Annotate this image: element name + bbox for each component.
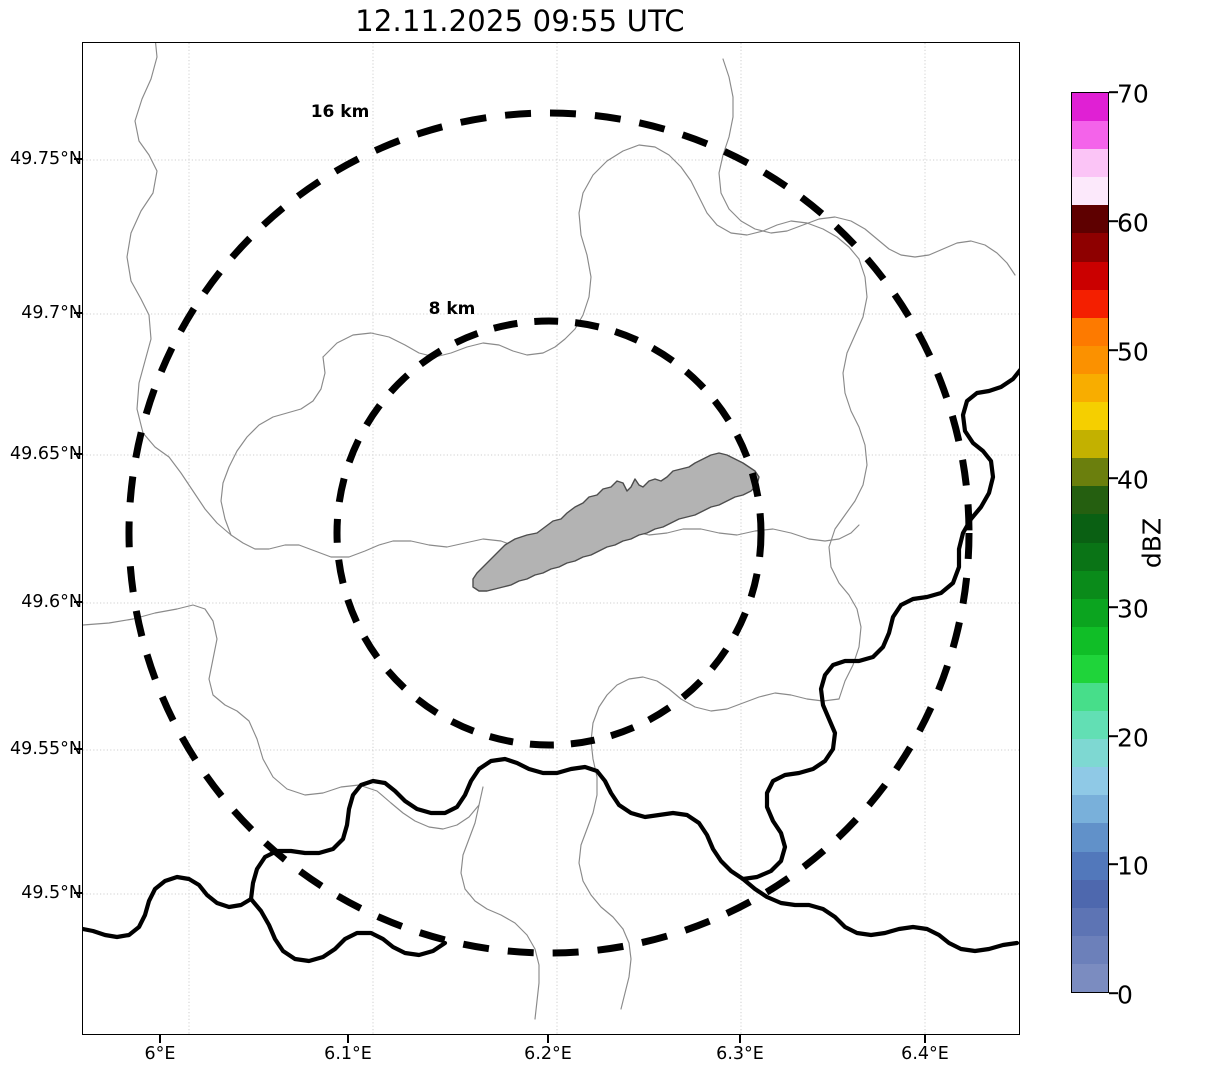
colorbar-band bbox=[1072, 795, 1108, 824]
colorbar-band bbox=[1072, 711, 1108, 740]
y-tick-label-3: 49.6°N bbox=[21, 592, 82, 612]
colorbar-label-60: 60 bbox=[1117, 208, 1149, 238]
x-tick-label-1: 6.1°E bbox=[324, 1044, 372, 1064]
colorbar-band bbox=[1072, 907, 1108, 936]
x-tick-mark-0 bbox=[159, 1035, 161, 1043]
colorbar-band bbox=[1072, 598, 1108, 627]
colorbar-band bbox=[1072, 823, 1108, 852]
x-tick-label-3: 6.3°E bbox=[716, 1044, 764, 1064]
colorbar-band bbox=[1072, 570, 1108, 599]
colorbar-band bbox=[1072, 739, 1108, 768]
colorbar-band bbox=[1072, 149, 1108, 178]
y-tick-label-5: 49.5°N bbox=[21, 883, 82, 903]
colorbar-band bbox=[1072, 373, 1108, 403]
x-tick-mark-3 bbox=[739, 1035, 741, 1043]
colorbar-label-70: 70 bbox=[1117, 79, 1149, 109]
country-border bbox=[83, 368, 1019, 964]
colorbar-label-40: 40 bbox=[1117, 465, 1149, 495]
colorbar-band bbox=[1072, 121, 1108, 150]
colorbar-tick-20 bbox=[1109, 735, 1118, 737]
colorbar-band bbox=[1072, 233, 1108, 262]
colorbar-tick-60 bbox=[1109, 220, 1118, 222]
colorbar-band bbox=[1072, 458, 1108, 487]
x-tick-label-2: 6.2°E bbox=[524, 1044, 572, 1064]
y-tick-label-2: 49.65°N bbox=[10, 444, 82, 464]
colorbar-label-0: 0 bbox=[1117, 980, 1133, 1010]
colorbar-band bbox=[1072, 963, 1108, 992]
figure-title: 12.11.2025 09:55 UTC bbox=[355, 4, 685, 38]
y-tick-label-4: 49.55°N bbox=[10, 739, 82, 759]
map-axes[interactable]: 16 km 8 km bbox=[82, 42, 1020, 1035]
colorbar-band bbox=[1072, 654, 1108, 683]
colorbar-label-50: 50 bbox=[1117, 337, 1149, 367]
range-ring-label-8km: 8 km bbox=[428, 299, 476, 319]
colorbar-band bbox=[1072, 205, 1108, 234]
colorbar-tick-50 bbox=[1109, 349, 1118, 351]
x-tick-mark-2 bbox=[547, 1035, 549, 1043]
colorbar-band bbox=[1072, 542, 1108, 571]
colorbar-band bbox=[1072, 767, 1108, 796]
y-tick-label-0: 49.75°N bbox=[10, 149, 82, 169]
colorbar-title: dBZ bbox=[1137, 517, 1167, 569]
colorbar-band bbox=[1072, 289, 1108, 318]
colorbar-tick-30 bbox=[1109, 606, 1118, 608]
colorbar-band bbox=[1072, 514, 1108, 543]
x-tick-label-4: 6.4°E bbox=[901, 1044, 949, 1064]
admin-boundaries bbox=[83, 43, 1016, 1020]
colorbar-label-10: 10 bbox=[1117, 851, 1149, 881]
colorbar-band bbox=[1072, 93, 1108, 122]
colorbar-band bbox=[1072, 261, 1108, 290]
colorbar-tick-70 bbox=[1109, 91, 1118, 93]
colorbar-band bbox=[1072, 682, 1108, 712]
y-tick-mark-1 bbox=[74, 312, 82, 314]
x-tick-mark-4 bbox=[924, 1035, 926, 1043]
colorbar-tick-0 bbox=[1109, 992, 1118, 994]
y-tick-mark-4 bbox=[74, 748, 82, 750]
colorbar-band bbox=[1072, 935, 1108, 964]
colorbar-band bbox=[1072, 486, 1108, 515]
colorbar-band bbox=[1072, 430, 1108, 459]
x-tick-mark-1 bbox=[347, 1035, 349, 1043]
x-tick-label-0: 6°E bbox=[144, 1044, 176, 1064]
colorbar-band bbox=[1072, 626, 1108, 655]
colorbar-label-20: 20 bbox=[1117, 723, 1149, 753]
y-tick-mark-2 bbox=[74, 453, 82, 455]
colorbar-tick-10 bbox=[1109, 863, 1118, 865]
colorbar-band bbox=[1072, 177, 1108, 206]
colorbar-label-30: 30 bbox=[1117, 594, 1149, 624]
range-ring-8km bbox=[333, 317, 765, 749]
y-tick-mark-3 bbox=[74, 601, 82, 603]
colorbar-band bbox=[1072, 879, 1108, 908]
range-rings bbox=[125, 109, 973, 957]
y-tick-label-1: 49.7°N bbox=[21, 303, 82, 323]
colorbar-band bbox=[1072, 851, 1108, 880]
colorbar-band bbox=[1072, 402, 1108, 431]
city-polygon bbox=[472, 452, 760, 592]
map-canvas bbox=[83, 43, 1019, 1034]
colorbar-tick-40 bbox=[1109, 477, 1118, 479]
y-tick-mark-0 bbox=[74, 158, 82, 160]
colorbar-band bbox=[1072, 317, 1108, 346]
colorbar[interactable] bbox=[1071, 92, 1109, 993]
colorbar-band bbox=[1072, 345, 1108, 374]
y-tick-mark-5 bbox=[74, 892, 82, 894]
range-ring-16km bbox=[125, 109, 973, 957]
range-ring-label-16km: 16 km bbox=[310, 102, 370, 122]
